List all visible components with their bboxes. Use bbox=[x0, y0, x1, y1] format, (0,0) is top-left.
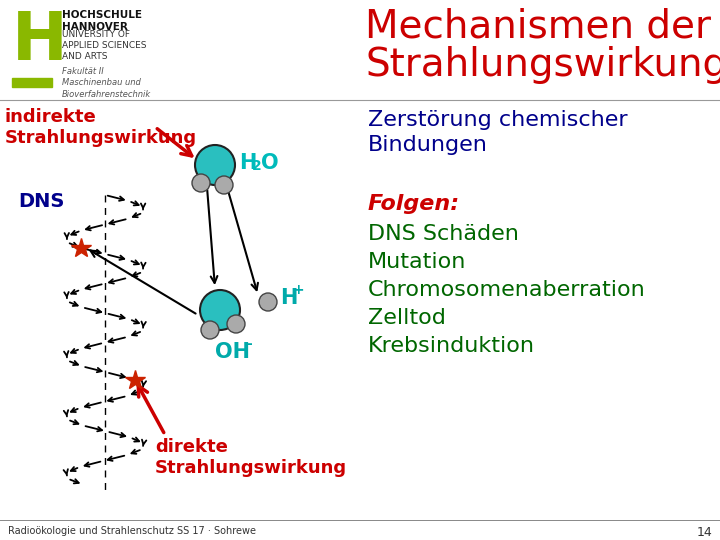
Circle shape bbox=[215, 176, 233, 194]
Text: H: H bbox=[280, 288, 297, 308]
Text: H: H bbox=[239, 153, 256, 173]
Text: indirekte
Strahlungswirkung: indirekte Strahlungswirkung bbox=[5, 108, 197, 147]
Text: +: + bbox=[293, 283, 305, 297]
Bar bbox=[12, 78, 52, 87]
Text: Radioökologie und Strahlenschutz SS 17 · Sohrewe: Radioökologie und Strahlenschutz SS 17 ·… bbox=[8, 526, 256, 536]
Text: UNIVERSITY OF
APPLIED SCIENCES
AND ARTS: UNIVERSITY OF APPLIED SCIENCES AND ARTS bbox=[62, 30, 146, 61]
Text: Zelltod: Zelltod bbox=[368, 308, 446, 328]
Text: OH: OH bbox=[215, 342, 250, 362]
Text: 14: 14 bbox=[696, 526, 712, 539]
Circle shape bbox=[201, 321, 219, 339]
Text: DNS Schäden: DNS Schäden bbox=[368, 224, 519, 244]
Text: O: O bbox=[261, 153, 279, 173]
Text: DNS: DNS bbox=[18, 192, 64, 211]
Text: Fakultät II
Maschinenbau und
Bioverfahrenstechnik: Fakultät II Maschinenbau und Bioverfahre… bbox=[62, 67, 151, 99]
Circle shape bbox=[227, 315, 245, 333]
Text: Mutation: Mutation bbox=[368, 252, 467, 272]
Text: HOCHSCHULE
HANNOVER: HOCHSCHULE HANNOVER bbox=[62, 10, 142, 32]
Circle shape bbox=[259, 293, 277, 311]
Text: Folgen:: Folgen: bbox=[368, 194, 460, 214]
Circle shape bbox=[192, 174, 210, 192]
Text: -: - bbox=[246, 337, 252, 351]
Text: Strahlungswirkung: Strahlungswirkung bbox=[365, 46, 720, 84]
Text: H: H bbox=[12, 8, 68, 74]
Circle shape bbox=[200, 290, 240, 330]
Text: Krebsinduktion: Krebsinduktion bbox=[368, 336, 535, 356]
Text: Zerstörung chemischer
Bindungen: Zerstörung chemischer Bindungen bbox=[368, 110, 628, 155]
Text: Chromosomenaberration: Chromosomenaberration bbox=[368, 280, 646, 300]
Text: 2: 2 bbox=[252, 159, 262, 173]
Circle shape bbox=[195, 145, 235, 185]
Text: direkte
Strahlungswirkung: direkte Strahlungswirkung bbox=[155, 438, 347, 477]
Text: Mechanismen der: Mechanismen der bbox=[365, 8, 711, 46]
